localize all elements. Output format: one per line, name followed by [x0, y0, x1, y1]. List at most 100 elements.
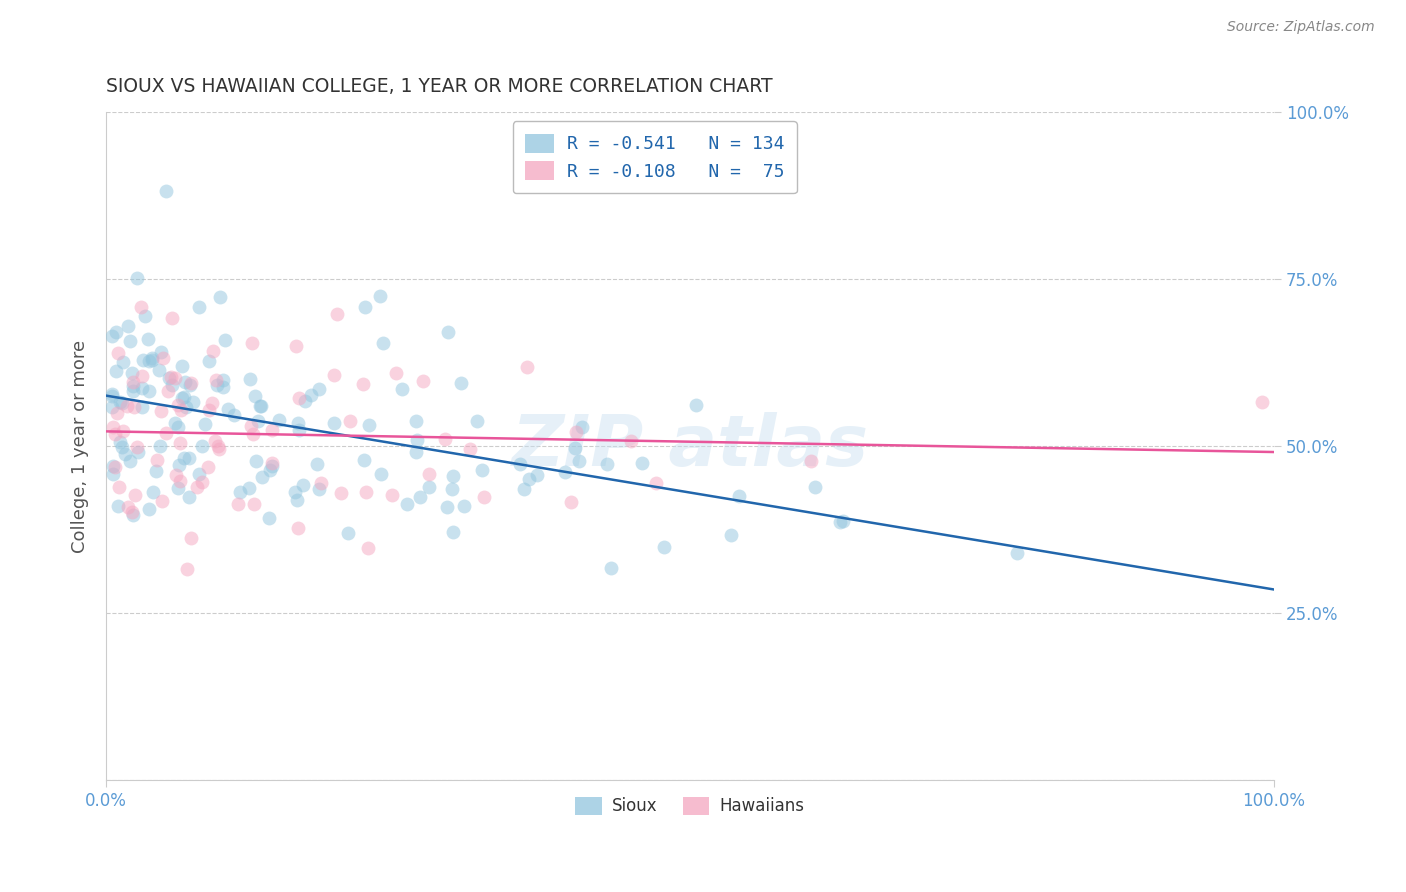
Point: [242, 426, 264, 441]
Point: [121, 504, 143, 518]
Point: [208, 290, 231, 304]
Point: [395, 497, 418, 511]
Point: [652, 541, 675, 555]
Point: [166, 420, 188, 434]
Legend: Sioux, Hawaiians: Sioux, Hawaiians: [569, 790, 811, 822]
Point: [111, 425, 134, 439]
Point: [250, 399, 273, 413]
Point: [803, 480, 825, 494]
Point: [245, 454, 267, 468]
Point: [294, 394, 316, 409]
Point: [240, 336, 263, 351]
Point: [190, 475, 212, 489]
Point: [149, 345, 172, 359]
Point: [159, 370, 181, 384]
Point: [513, 482, 536, 496]
Point: [800, 454, 823, 468]
Point: [100, 387, 122, 401]
Point: [204, 434, 226, 448]
Point: [571, 419, 593, 434]
Point: [100, 328, 122, 343]
Point: [134, 309, 156, 323]
Point: [287, 416, 309, 430]
Point: [162, 378, 184, 392]
Point: [141, 351, 163, 365]
Point: [412, 375, 434, 389]
Point: [262, 456, 284, 470]
Point: [560, 495, 582, 509]
Point: [208, 442, 231, 457]
Point: [441, 525, 464, 540]
Point: [526, 467, 548, 482]
Point: [509, 457, 531, 471]
Point: [631, 456, 654, 470]
Point: [201, 344, 224, 359]
Point: [122, 375, 145, 389]
Point: [246, 414, 269, 428]
Point: [107, 499, 129, 513]
Point: [357, 541, 380, 555]
Point: [138, 384, 160, 398]
Point: [100, 389, 122, 403]
Point: [142, 484, 165, 499]
Point: [108, 395, 131, 409]
Point: [149, 439, 172, 453]
Point: [565, 425, 588, 440]
Point: [599, 560, 621, 574]
Point: [174, 375, 197, 389]
Point: [167, 458, 190, 473]
Point: [105, 407, 128, 421]
Point: [131, 368, 153, 383]
Point: [418, 467, 440, 482]
Point: [117, 500, 139, 514]
Point: [470, 463, 492, 477]
Point: [458, 442, 481, 456]
Point: [352, 376, 374, 391]
Point: [381, 488, 404, 502]
Point: [408, 490, 430, 504]
Point: [222, 408, 245, 422]
Point: [337, 525, 360, 540]
Point: [472, 490, 495, 504]
Point: [245, 388, 267, 402]
Point: [165, 416, 187, 430]
Point: [238, 481, 260, 495]
Point: [150, 494, 173, 508]
Point: [177, 490, 200, 504]
Point: [156, 384, 179, 398]
Point: [155, 184, 177, 198]
Point: [720, 528, 742, 542]
Point: [308, 382, 330, 396]
Point: [353, 453, 375, 467]
Point: [217, 401, 239, 416]
Point: [437, 325, 460, 339]
Point: [357, 417, 380, 432]
Point: [172, 391, 194, 405]
Point: [287, 492, 309, 507]
Point: [353, 300, 375, 314]
Point: [169, 474, 191, 488]
Point: [433, 432, 456, 446]
Point: [172, 359, 194, 373]
Point: [308, 483, 330, 497]
Point: [121, 367, 143, 381]
Point: [198, 354, 221, 368]
Point: [121, 508, 143, 522]
Point: [146, 453, 169, 467]
Point: [176, 401, 198, 415]
Point: [131, 381, 153, 395]
Point: [104, 364, 127, 378]
Point: [180, 376, 202, 390]
Point: [285, 338, 308, 352]
Point: [249, 399, 271, 413]
Point: [329, 486, 352, 500]
Point: [108, 435, 131, 450]
Point: [517, 472, 540, 486]
Point: [309, 476, 332, 491]
Point: [305, 457, 328, 471]
Point: [370, 289, 392, 303]
Point: [155, 425, 177, 440]
Point: [371, 336, 394, 351]
Point: [257, 510, 280, 524]
Point: [516, 359, 538, 374]
